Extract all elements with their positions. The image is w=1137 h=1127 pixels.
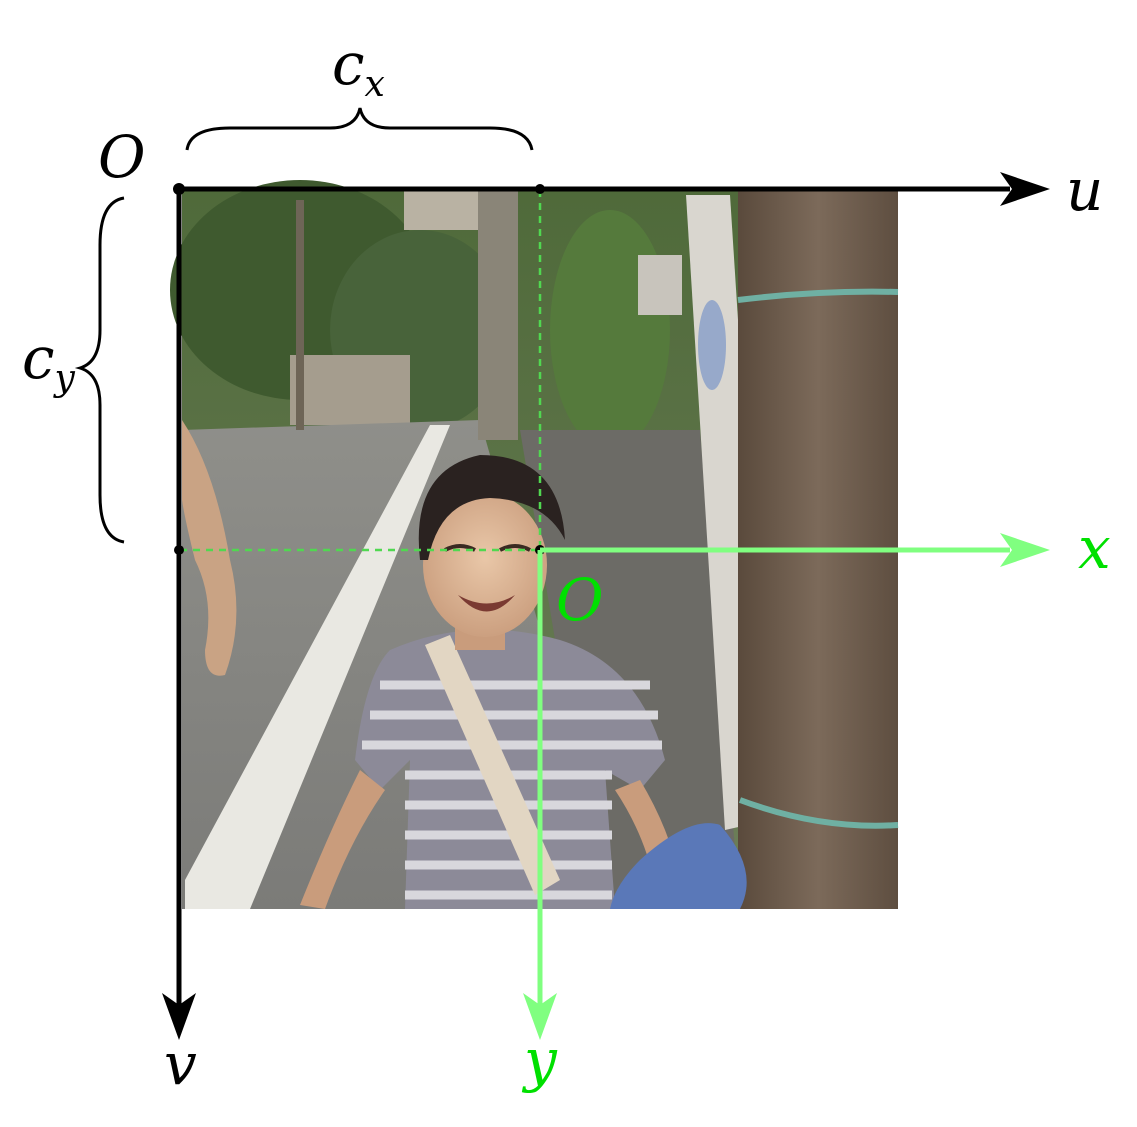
origin-dot: [173, 183, 185, 195]
image-origin-label: O: [98, 123, 146, 191]
cx-label-sub: x: [364, 64, 384, 105]
utility-pole-thin: [296, 200, 304, 430]
distant-house: [404, 190, 484, 230]
cx-label-main: c: [332, 30, 364, 98]
u-axis-label: u: [1066, 156, 1103, 224]
cy-label-main: c: [22, 324, 54, 392]
y-axis-label: y: [521, 1026, 558, 1094]
x-axis-label: x: [1078, 514, 1111, 582]
street-photo: [170, 180, 898, 909]
street-sign: [638, 255, 682, 315]
utility-pole-far: [478, 190, 518, 440]
cx-dot: [535, 184, 545, 194]
banner-emblem: [698, 300, 726, 390]
cy-brace: [80, 198, 124, 542]
cx-label: cx: [332, 30, 385, 105]
cx-brace: [187, 108, 532, 150]
cy-label: cy: [22, 324, 75, 399]
cy-dot: [174, 545, 184, 555]
tree-foliage: [550, 210, 670, 450]
v-axis-label: v: [164, 1030, 197, 1098]
cy-label-sub: y: [52, 358, 75, 399]
camera-origin-label: O: [556, 566, 604, 634]
distant-wall: [290, 355, 410, 425]
